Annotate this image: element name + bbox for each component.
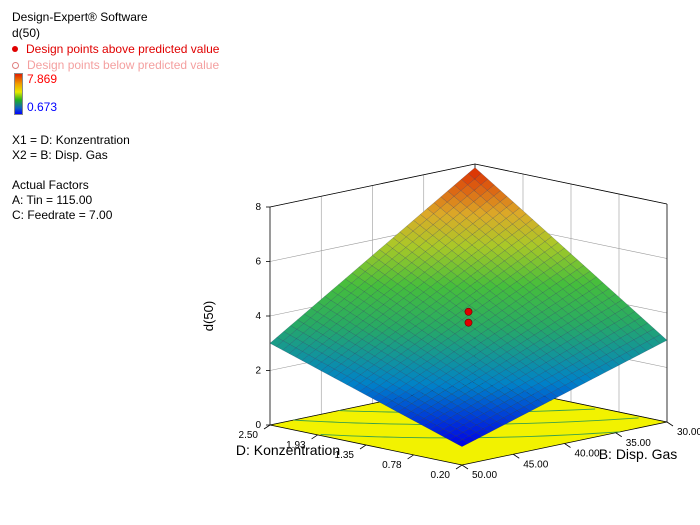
x-tick-label: 1.35 <box>335 450 355 461</box>
legend-below: Design points below predicted value <box>12 58 219 72</box>
z-tick-label: 0 <box>255 420 261 431</box>
y-tick-label: 45.00 <box>523 459 548 470</box>
response-name: d(50) <box>12 26 41 40</box>
actual-factors-title: Actual Factors <box>12 178 89 192</box>
z-tick-label: 6 <box>255 257 261 268</box>
y-tick-mark <box>564 443 571 448</box>
y-tick-mark <box>666 421 674 427</box>
legend-above-label: Design points above predicted value <box>26 42 220 56</box>
y-tick-mark <box>615 432 622 438</box>
x-tick-label: 2.50 <box>239 430 259 441</box>
x-tick-label: 0.20 <box>431 470 451 481</box>
y-tick-label: 35.00 <box>626 438 651 449</box>
z-tick-label: 8 <box>255 202 261 213</box>
design-point <box>464 307 473 316</box>
x-tick-mark <box>359 444 367 450</box>
color-scale-bar <box>14 73 23 115</box>
x-tick-mark <box>407 454 414 460</box>
hollow-dot-icon <box>12 61 19 69</box>
legend-above: Design points above predicted value <box>12 42 219 56</box>
color-scale-max: 7.869 <box>27 72 58 86</box>
z-tick-label: 4 <box>255 311 261 322</box>
y-tick-label: 50.00 <box>472 470 497 481</box>
legend-below-label: Design points below predicted value <box>27 58 220 72</box>
x-tick-label: 0.78 <box>382 460 402 471</box>
y-tick-mark <box>513 453 520 459</box>
software-title: Design-Expert® Software <box>12 10 148 24</box>
x-tick-mark <box>263 424 271 430</box>
x-tick-label: 1.93 <box>286 440 306 451</box>
red-dot-icon <box>12 46 18 52</box>
y-tick-label: 30.00 <box>677 427 700 438</box>
y-tick-label: 40.00 <box>575 449 600 460</box>
response-surface <box>269 167 668 447</box>
actual-factor-a: A: Tin = 115.00 <box>12 193 93 207</box>
x-axis-label: D: Konzentration <box>236 442 340 458</box>
color-scale-min: 0.673 <box>27 100 58 114</box>
factor-x1: X1 = D: Konzentration <box>12 133 130 147</box>
y-axis-label: B: Disp. Gas <box>599 446 678 462</box>
z-tick-label: 2 <box>255 366 261 377</box>
actual-factor-c: C: Feedrate = 7.00 <box>12 208 113 222</box>
factor-x2: X2 = B: Disp. Gas <box>12 148 108 162</box>
y-tick-mark <box>461 464 469 470</box>
design-point <box>464 318 473 327</box>
z-axis-label: d(50) <box>201 301 216 331</box>
x-tick-mark <box>311 434 318 440</box>
wall-top-edge <box>269 163 668 208</box>
x-tick-mark <box>455 464 463 470</box>
surface-cell <box>455 439 470 447</box>
